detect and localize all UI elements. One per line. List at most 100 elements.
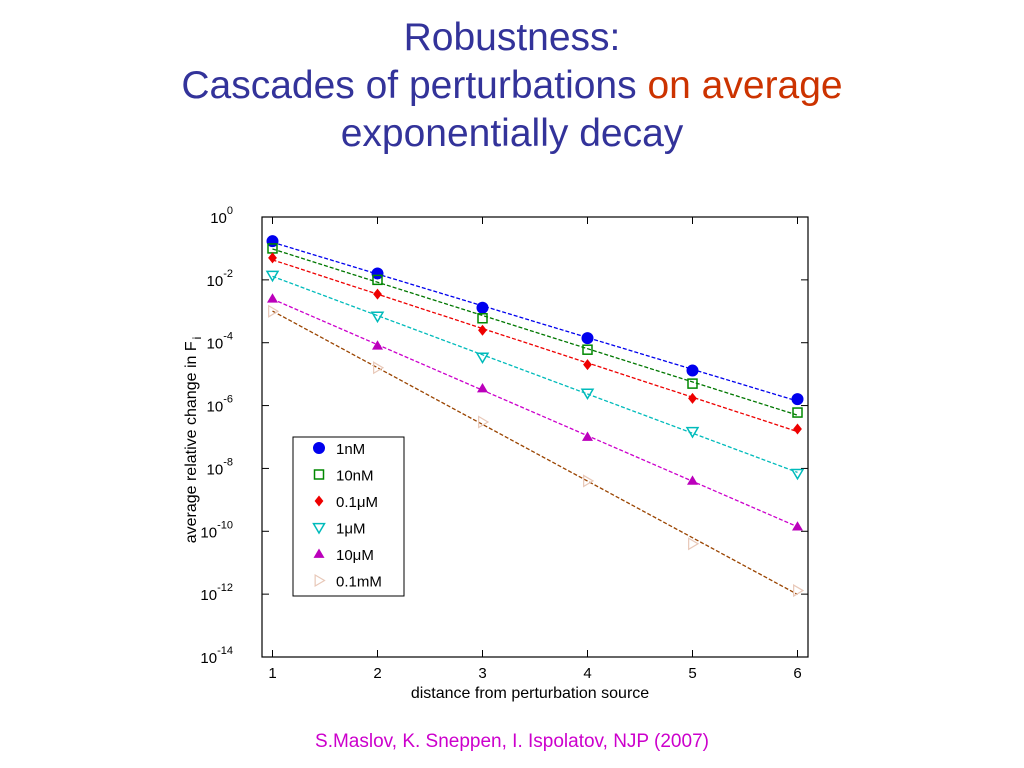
fit-lines bbox=[272, 241, 798, 595]
data-point-s0-p2 bbox=[476, 301, 489, 314]
y-tick-base: 10 bbox=[200, 650, 217, 667]
y-axis-label-main: average relative change in F bbox=[183, 341, 200, 543]
data-point-s5-p4 bbox=[688, 537, 700, 551]
y-tick-exponent: -10 bbox=[217, 519, 233, 531]
data-point-s4-p3 bbox=[582, 431, 593, 441]
x-tick-label: 6 bbox=[793, 665, 801, 682]
y-tick-base: 10 bbox=[200, 524, 217, 541]
x-tick-label: 4 bbox=[583, 665, 591, 682]
legend-marker-4 bbox=[313, 548, 325, 558]
data-point-s1-p4 bbox=[687, 378, 698, 389]
data-point-s0-p4 bbox=[686, 364, 699, 377]
data-point-s4-p0 bbox=[267, 293, 278, 303]
data-point-s2-p2 bbox=[478, 324, 487, 336]
data-point-s1-p2 bbox=[477, 313, 488, 324]
title-line-2-accent: on average bbox=[647, 64, 843, 107]
data-point-s3-p0 bbox=[265, 270, 280, 283]
data-point-s0-p3 bbox=[581, 332, 594, 345]
data-point-s3-p4 bbox=[685, 426, 700, 439]
fit-line-1 bbox=[272, 248, 798, 416]
citation: S.Maslov, K. Sneppen, I. Ispolatov, NJP … bbox=[315, 731, 709, 752]
y-tick-exponent: -2 bbox=[223, 268, 233, 280]
title-line-1: Robustness: bbox=[403, 16, 621, 59]
data-point-s0-p1 bbox=[371, 267, 384, 280]
legend-label-0: 1nM bbox=[336, 441, 365, 458]
y-tick-label: 10-10 bbox=[200, 519, 233, 541]
y-tick-exponent: -8 bbox=[223, 456, 233, 468]
data-point-s0-p5 bbox=[791, 393, 804, 406]
data-point-s2-p0 bbox=[268, 252, 277, 264]
legend-marker-3 bbox=[312, 522, 326, 535]
data-point-s5-p0 bbox=[268, 304, 280, 318]
title-line-2-main: Cascades of perturbations bbox=[181, 64, 637, 107]
data-point-s5-p3 bbox=[583, 474, 595, 488]
y-tick-base: 10 bbox=[210, 210, 227, 227]
y-tick-label: 10-4 bbox=[207, 331, 233, 353]
data-point-s5-p1 bbox=[373, 361, 385, 375]
y-axis-label: average relative change in Fi bbox=[183, 337, 204, 544]
title-line-2: Cascades of perturbations on average bbox=[0, 62, 1024, 110]
y-tick-base: 10 bbox=[207, 461, 224, 478]
data-point-s2-p4 bbox=[688, 392, 697, 404]
legend-box bbox=[292, 436, 405, 597]
fit-line-5 bbox=[272, 310, 798, 595]
legend-label-2: 0.1μM bbox=[336, 494, 378, 511]
data-point-s4-p1 bbox=[372, 340, 383, 350]
data-point-s5-p2 bbox=[478, 415, 490, 429]
y-tick-label: 10-8 bbox=[207, 456, 233, 478]
y-tick-label: 100 bbox=[210, 205, 233, 227]
data-point-s5-p5 bbox=[793, 584, 805, 598]
slide-title: Robustness: Cascades of perturbations on… bbox=[0, 14, 1024, 158]
data-markers bbox=[265, 235, 805, 598]
y-tick-exponent: -14 bbox=[217, 645, 233, 657]
y-tick-exponent: -4 bbox=[223, 331, 233, 343]
data-point-s3-p1 bbox=[370, 311, 385, 324]
y-tick-base: 10 bbox=[207, 273, 224, 290]
data-point-s2-p5 bbox=[793, 423, 802, 435]
data-point-s4-p2 bbox=[477, 382, 488, 393]
data-point-s1-p5 bbox=[792, 407, 803, 418]
data-point-s3-p2 bbox=[475, 352, 490, 365]
legend-marker-0 bbox=[313, 442, 325, 454]
legend-marker-5 bbox=[314, 573, 326, 588]
y-tick-exponent: 0 bbox=[227, 205, 233, 217]
data-point-s2-p3 bbox=[583, 359, 592, 371]
y-tick-exponent: -6 bbox=[223, 394, 233, 406]
y-axis-label-subscript: i bbox=[190, 337, 204, 340]
data-point-s1-p3 bbox=[582, 344, 593, 355]
data-point-s4-p4 bbox=[687, 475, 698, 485]
fit-line-2 bbox=[272, 259, 798, 433]
y-tick-exponent: -12 bbox=[217, 582, 233, 594]
x-tick-label: 3 bbox=[478, 665, 486, 682]
legend-marker-1 bbox=[313, 469, 325, 480]
plot-area-border bbox=[261, 216, 809, 658]
x-tick-label: 5 bbox=[688, 665, 696, 682]
plot-frame bbox=[261, 216, 809, 658]
legend: 1nM 10nM 0.1μM 1μM 10μM 0.1mM bbox=[292, 436, 405, 597]
y-tick-label: 10-2 bbox=[207, 268, 233, 290]
data-point-s3-p3 bbox=[580, 388, 595, 401]
x-axis-label: distance from perturbation source bbox=[411, 685, 649, 702]
data-point-s2-p1 bbox=[373, 288, 382, 300]
fit-line-4 bbox=[272, 298, 798, 528]
legend-label-5: 0.1mM bbox=[336, 574, 382, 591]
fit-line-3 bbox=[272, 275, 798, 473]
y-tick-label: 10-14 bbox=[200, 645, 233, 667]
x-tick-label: 2 bbox=[373, 665, 381, 682]
legend-marker-2 bbox=[314, 495, 324, 507]
x-tick-label: 1 bbox=[268, 665, 276, 682]
title-line-3: exponentially decay bbox=[340, 112, 684, 155]
data-point-s1-p1 bbox=[372, 274, 383, 286]
y-tick-label: 10-6 bbox=[207, 394, 233, 416]
legend-label-1: 10nM bbox=[336, 468, 374, 485]
fit-line-0 bbox=[272, 241, 798, 402]
y-tick-base: 10 bbox=[207, 336, 224, 353]
y-tick-base: 10 bbox=[200, 587, 217, 604]
y-tick-base: 10 bbox=[207, 399, 224, 416]
data-point-s3-p5 bbox=[790, 468, 805, 481]
data-point-s4-p5 bbox=[792, 521, 803, 531]
legend-label-4: 10μM bbox=[336, 547, 374, 564]
legend-label-3: 1μM bbox=[336, 521, 365, 538]
